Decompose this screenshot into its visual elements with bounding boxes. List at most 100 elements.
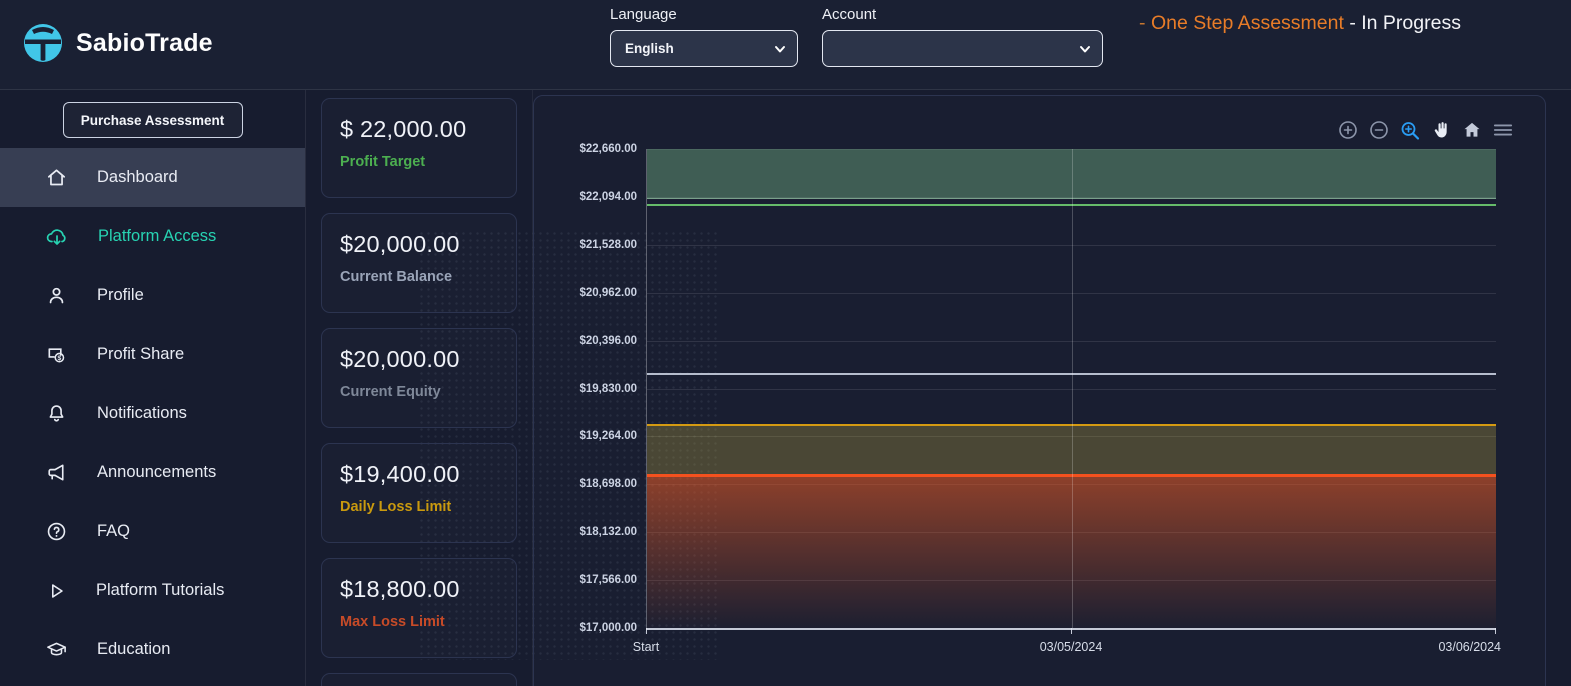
- top-header: SabioTrade Language English Account - On: [0, 0, 1571, 90]
- brand-logo[interactable]: SabioTrade: [22, 22, 213, 64]
- chart-plot[interactable]: [646, 149, 1496, 634]
- card-value: $18,800.00: [340, 576, 460, 602]
- cloud-download-icon: [46, 228, 66, 245]
- y-axis-label: $18,132.00: [579, 526, 637, 539]
- pan-icon[interactable]: [1431, 120, 1451, 140]
- sidebar-item-platform-tutorials[interactable]: Platform Tutorials: [0, 561, 305, 620]
- sidebar: Purchase Assessment Dashboard Platform A…: [0, 90, 306, 686]
- account-select[interactable]: [822, 30, 1103, 67]
- card-value: $19,400.00: [340, 461, 460, 487]
- y-axis-label: $17,000.00: [579, 622, 637, 634]
- sidebar-item-label: FAQ: [97, 522, 131, 540]
- card-value: $20,000.00: [340, 346, 460, 372]
- v-gridline: [1071, 149, 1073, 628]
- x-axis-label: 03/05/2024: [1039, 640, 1103, 654]
- card-max-loss-limit: $18,800.00 Max Loss Limit: [321, 558, 517, 658]
- language-label: Language: [610, 6, 677, 23]
- profile-icon: [49, 287, 64, 304]
- profit-target-zone: [647, 149, 1496, 199]
- x-axis-label: Start: [632, 640, 660, 654]
- zoom-out-icon[interactable]: [1369, 120, 1389, 140]
- brand-name: SabioTrade: [76, 28, 213, 57]
- sidebar-item-profile[interactable]: Profile: [0, 266, 305, 325]
- sidebar-item-profit-share[interactable]: $ Profit Share: [0, 325, 305, 384]
- play-icon: [52, 583, 63, 598]
- sidebar-item-announcements[interactable]: Announcements: [0, 443, 305, 502]
- h-gridline: [647, 436, 1496, 438]
- card-daily-loss-limit: $19,400.00 Daily Loss Limit: [321, 443, 517, 543]
- bell-icon: [49, 405, 64, 422]
- graduation-cap-icon: [47, 642, 66, 656]
- sabiotrade-logo-icon: [24, 24, 62, 62]
- card-value: $ 22,000.00: [340, 116, 467, 142]
- daily-loss-line: [647, 423, 1496, 426]
- home-icon: [47, 169, 66, 186]
- selection-zoom-icon[interactable]: [1400, 120, 1420, 140]
- x-tick-mark: [1070, 628, 1072, 634]
- chevron-down-icon: [1080, 46, 1090, 53]
- sidebar-item-faq[interactable]: FAQ: [0, 502, 305, 561]
- daily-loss-zone: [647, 424, 1496, 476]
- card-label: Profit Target: [340, 154, 426, 170]
- language-field: Language English: [610, 6, 798, 67]
- main-content: Purchase Assessment Dashboard Platform A…: [0, 90, 1571, 686]
- y-axis-label: $19,830.00: [579, 382, 637, 395]
- max-loss-zone: [647, 475, 1496, 628]
- sidebar-item-label: Notifications: [97, 404, 187, 422]
- y-axis-label: $19,264.00: [579, 430, 637, 443]
- assessment-status: - One Step Assessment - In Progress: [1125, 7, 1475, 40]
- sidebar-item-platform-access[interactable]: Platform Access: [0, 207, 305, 266]
- profit-target-line: [647, 203, 1496, 207]
- reset-home-icon[interactable]: [1462, 120, 1482, 140]
- chart-area: $22,660.00 $22,094.00 $21,528.00 $20,962.00…: [533, 90, 1571, 686]
- y-axis-label: $21,528.00: [579, 238, 637, 251]
- card-current-balance: $20,000.00 Current Balance: [321, 213, 517, 313]
- sidebar-item-education[interactable]: Education: [0, 620, 305, 679]
- sidebar-item-label: Profit Share: [97, 345, 185, 363]
- x-tick-mark: [1495, 628, 1496, 634]
- card-label: Daily Loss Limit: [340, 499, 452, 515]
- y-axis-label: $18,698.00: [579, 478, 637, 491]
- h-gridline: [647, 292, 1496, 294]
- sidebar-item-label: Profile: [97, 286, 144, 304]
- zoom-in-icon[interactable]: [1338, 120, 1358, 140]
- sidebar-item-label: Platform Tutorials: [96, 581, 225, 599]
- x-tick-mark: [646, 628, 647, 634]
- y-axis-label: $20,396.00: [579, 334, 637, 347]
- account-field: Account: [822, 6, 1103, 67]
- status-separator: -: [1349, 12, 1356, 34]
- sidebar-item-notifications[interactable]: Notifications: [0, 384, 305, 443]
- status-state: In Progress: [1361, 12, 1461, 34]
- h-gridline: [647, 196, 1496, 198]
- status-assessment-name[interactable]: One Step Assessment: [1150, 12, 1344, 34]
- sidebar-item-dashboard[interactable]: Dashboard: [0, 148, 305, 207]
- y-axis: $22,660.00 $22,094.00 $21,528.00 $20,962.00…: [534, 143, 637, 634]
- card-value: $20,000.00: [340, 231, 460, 257]
- y-axis-label: $22,094.00: [579, 190, 637, 203]
- x-axis: Start 03/05/2024 03/06/2024: [633, 634, 1501, 654]
- language-value: English: [625, 41, 674, 56]
- profit-share-icon: $: [48, 348, 65, 363]
- card-label: Max Loss Limit: [340, 614, 445, 630]
- account-label: Account: [822, 6, 877, 23]
- megaphone-icon: [48, 464, 64, 481]
- card-current-equity: $20,000.00 Current Equity: [321, 328, 517, 428]
- help-icon: [47, 522, 66, 541]
- h-gridline: [647, 244, 1496, 246]
- purchase-assessment-button[interactable]: Purchase Assessment: [62, 102, 243, 138]
- language-select[interactable]: English: [610, 30, 798, 67]
- card-partial: [321, 673, 517, 686]
- card-label: Current Balance: [340, 269, 453, 285]
- sidebar-item-label: Platform Access: [98, 227, 217, 245]
- menu-icon[interactable]: [1493, 120, 1513, 140]
- y-axis-label: $22,660.00: [579, 143, 637, 155]
- sidebar-item-label: Announcements: [97, 463, 217, 481]
- card-label: Current Equity: [340, 384, 441, 400]
- sidebar-menu: Dashboard Platform Access Profile: [0, 148, 305, 679]
- stats-column: $ 22,000.00 Profit Target $20,000.00 Cur…: [306, 90, 533, 686]
- chart-panel: $22,660.00 $22,094.00 $21,528.00 $20,962.00…: [533, 95, 1546, 686]
- current-balance-line: [647, 373, 1496, 376]
- card-profit-target: $ 22,000.00 Profit Target: [321, 98, 517, 198]
- status-dash: -: [1139, 12, 1146, 34]
